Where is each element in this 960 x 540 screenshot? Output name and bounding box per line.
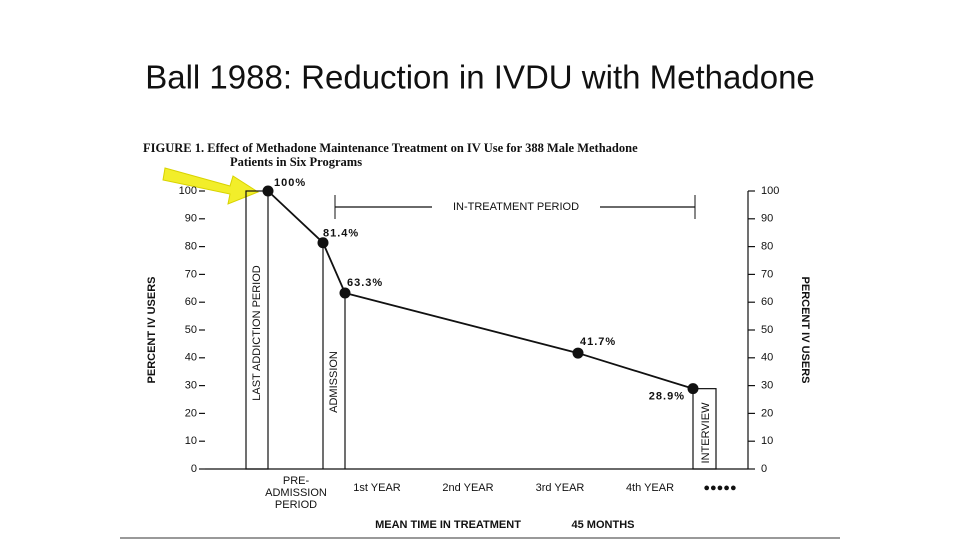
y-axis-label: PERCENT IV USERS <box>146 277 158 384</box>
y-tick-label: 90 <box>185 213 197 225</box>
value-label: 41.7% <box>580 336 616 348</box>
x-tick-label: 1st YEAR <box>353 482 401 494</box>
annotation: IN-TREATMENT PERIOD <box>453 201 579 213</box>
y2-tick-label: 50 <box>761 324 773 336</box>
y-tick-label: 80 <box>185 241 197 253</box>
x-tick-label: 3rd YEAR <box>536 482 585 494</box>
slide-title: Ball 1988: Reduction in IVDU with Methad… <box>145 59 815 96</box>
y2-tick-label: 10 <box>761 435 773 447</box>
data-point <box>262 185 274 197</box>
x-tick-label: 2nd YEAR <box>442 482 493 494</box>
figure-caption: FIGURE 1. Effect of Methadone Maintenanc… <box>143 141 638 155</box>
y2-axis-label: PERCENT IV USERS <box>799 277 811 384</box>
period-label: LAST ADDICTION PERIOD <box>251 265 263 401</box>
period-label: INTERVIEW <box>700 402 712 464</box>
y-tick-label: 100 <box>179 185 197 197</box>
y-tick-label: 10 <box>185 435 197 447</box>
data-point <box>572 347 584 359</box>
y-tick-label: 30 <box>185 380 197 392</box>
figure-caption: Patients in Six Programs <box>230 155 362 169</box>
y-tick-label: 40 <box>185 352 197 364</box>
data-point <box>687 383 699 395</box>
y-tick-label: 50 <box>185 324 197 336</box>
y2-tick-label: 80 <box>761 241 773 253</box>
x-tick-label: PRE- <box>283 475 310 487</box>
period-box <box>692 388 717 470</box>
y-tick-label: 60 <box>185 296 197 308</box>
x-tick-label: 4th YEAR <box>626 482 674 494</box>
value-label: 100% <box>274 177 306 189</box>
y2-tick-label: 90 <box>761 213 773 225</box>
value-label: 63.3% <box>347 277 383 289</box>
y2-tick-label: 100 <box>761 185 779 197</box>
y2-tick-label: 40 <box>761 352 773 364</box>
value-label: 81.4% <box>323 228 359 240</box>
x-tick-label: PERIOD <box>275 499 317 511</box>
data-point <box>339 287 351 299</box>
y2-tick-label: 0 <box>761 463 767 475</box>
arrow <box>162 167 260 205</box>
y2-tick-label: 20 <box>761 407 773 419</box>
x-axis-note: 45 MONTHS <box>572 519 635 531</box>
y2-tick-label: 30 <box>761 380 773 392</box>
period-box <box>245 190 269 470</box>
value-label: 28.9% <box>649 391 685 403</box>
x-axis-label: MEAN TIME IN TREATMENT <box>375 519 521 531</box>
x-tick-label: ●●●●● <box>703 482 736 494</box>
x-tick-label: ADMISSION <box>265 487 327 499</box>
y-tick-label: 20 <box>185 407 197 419</box>
period-label: ADMISSION <box>328 351 340 413</box>
data-point <box>317 237 329 249</box>
y-tick-label: 0 <box>191 463 197 475</box>
y2-tick-label: 70 <box>761 268 773 280</box>
y2-tick-label: 60 <box>761 296 773 308</box>
y-tick-label: 70 <box>185 268 197 280</box>
